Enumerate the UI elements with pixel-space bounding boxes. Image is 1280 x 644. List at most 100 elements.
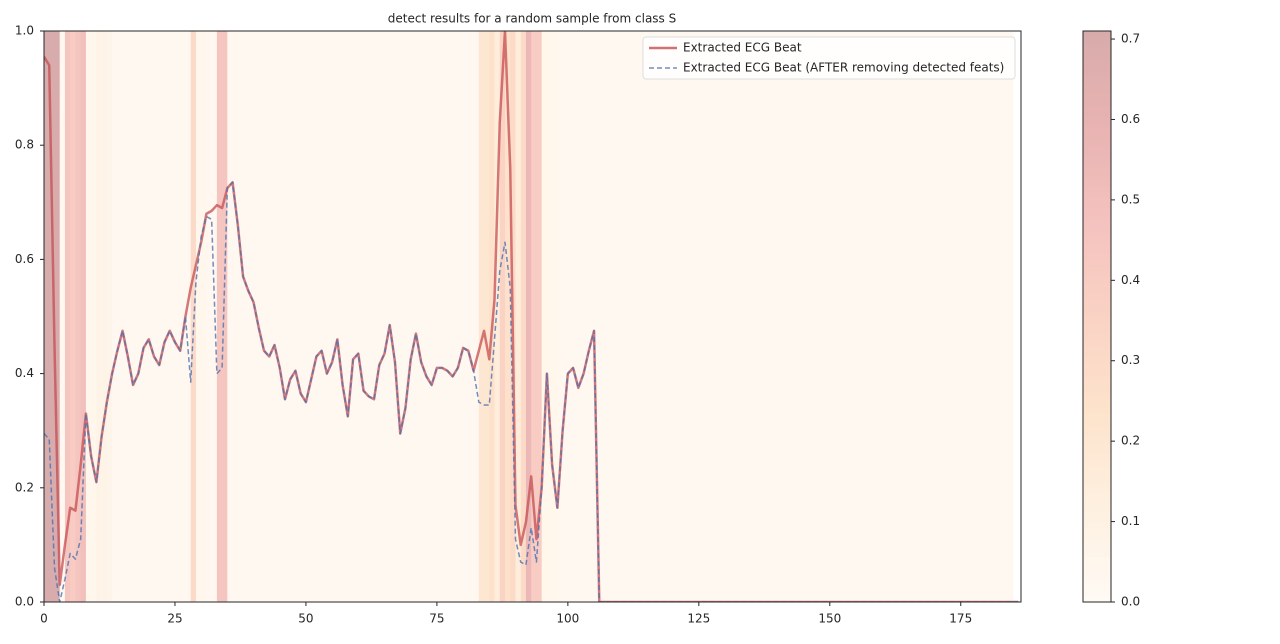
importance-band bbox=[814, 31, 820, 602]
importance-band bbox=[117, 31, 123, 602]
colorbar-tick-label: 0.7 bbox=[1121, 32, 1140, 46]
importance-band bbox=[311, 31, 317, 602]
importance-band bbox=[133, 31, 139, 602]
x-tick-label: 150 bbox=[818, 612, 841, 626]
colorbar-cell bbox=[1083, 230, 1111, 238]
colorbar-cell bbox=[1083, 247, 1111, 255]
importance-band bbox=[185, 31, 191, 602]
colorbar-cell bbox=[1083, 179, 1111, 186]
importance-band bbox=[981, 31, 988, 602]
importance-band bbox=[620, 31, 626, 602]
colorbar-cell bbox=[1083, 133, 1111, 140]
y-tick-label: 0.2 bbox=[15, 480, 34, 494]
y-tick-label: 0.0 bbox=[15, 595, 34, 609]
colorbar-cell bbox=[1083, 407, 1111, 415]
importance-band bbox=[693, 31, 700, 602]
importance-band bbox=[835, 31, 841, 602]
importance-band bbox=[363, 31, 370, 602]
importance-band bbox=[997, 31, 1003, 602]
importance-band bbox=[54, 31, 61, 602]
importance-band bbox=[80, 31, 87, 602]
importance-band bbox=[1002, 31, 1009, 602]
importance-band bbox=[761, 31, 768, 602]
importance-band bbox=[216, 31, 223, 602]
importance-band bbox=[358, 31, 364, 602]
colorbar-cell bbox=[1083, 356, 1111, 363]
colorbar-cell bbox=[1083, 208, 1111, 215]
importance-band bbox=[96, 31, 102, 602]
importance-band bbox=[201, 31, 207, 602]
importance-band bbox=[745, 31, 752, 602]
colorbar-cell bbox=[1083, 379, 1111, 386]
importance-band bbox=[714, 31, 721, 602]
importance-band bbox=[567, 31, 574, 602]
importance-band bbox=[520, 31, 527, 602]
importance-band bbox=[651, 31, 658, 602]
importance-band bbox=[725, 31, 731, 602]
colorbar-cell bbox=[1083, 527, 1111, 534]
colorbar-cell bbox=[1083, 419, 1111, 426]
importance-band bbox=[777, 31, 783, 602]
importance-band bbox=[342, 31, 349, 602]
importance-band bbox=[227, 31, 233, 602]
importance-band bbox=[698, 31, 705, 602]
colorbar-cell bbox=[1083, 213, 1111, 220]
importance-band bbox=[635, 31, 642, 602]
colorbar-cell bbox=[1083, 116, 1111, 123]
colorbar-cell bbox=[1083, 333, 1111, 340]
colorbar-cell bbox=[1083, 190, 1111, 198]
importance-band bbox=[468, 31, 474, 602]
y-tick-label: 0.4 bbox=[15, 366, 34, 380]
importance-band bbox=[426, 31, 432, 602]
importance-band bbox=[929, 31, 935, 602]
colorbar-cell bbox=[1083, 276, 1111, 283]
importance-band bbox=[321, 31, 328, 602]
importance-band bbox=[740, 31, 747, 602]
importance-band bbox=[279, 31, 286, 602]
colorbar-cell bbox=[1083, 567, 1111, 574]
importance-band bbox=[237, 31, 244, 602]
colorbar-cell bbox=[1083, 293, 1111, 300]
colorbar-cell bbox=[1083, 464, 1111, 472]
importance-band bbox=[431, 31, 438, 602]
importance-band bbox=[986, 31, 993, 602]
importance-band bbox=[368, 31, 375, 602]
importance-band bbox=[782, 31, 789, 602]
colorbar-cell bbox=[1083, 99, 1111, 106]
colorbar-cell bbox=[1083, 310, 1111, 317]
importance-band bbox=[106, 31, 113, 602]
importance-band bbox=[903, 31, 909, 602]
x-tick-label: 25 bbox=[167, 612, 182, 626]
colorbar-cell bbox=[1083, 36, 1111, 43]
importance-band bbox=[876, 31, 883, 602]
y-tick-label: 1.0 bbox=[15, 24, 34, 38]
importance-band bbox=[127, 31, 134, 602]
colorbar-cell bbox=[1083, 110, 1111, 118]
colorbar-cell bbox=[1083, 225, 1111, 232]
colorbar-cell bbox=[1083, 282, 1111, 289]
colorbar-cell bbox=[1083, 70, 1111, 78]
importance-band bbox=[154, 31, 160, 602]
importance-band bbox=[101, 31, 108, 602]
importance-band bbox=[798, 31, 804, 602]
importance-band bbox=[143, 31, 150, 602]
importance-band bbox=[971, 31, 977, 602]
importance-band bbox=[447, 31, 453, 602]
colorbar-cell bbox=[1083, 385, 1111, 392]
importance-band bbox=[138, 31, 144, 602]
importance-band bbox=[866, 31, 872, 602]
importance-band bbox=[924, 31, 930, 602]
colorbar-frame bbox=[1082, 30, 1112, 603]
colorbar-cell bbox=[1083, 362, 1111, 369]
importance-band bbox=[400, 31, 406, 602]
importance-band bbox=[85, 31, 92, 602]
importance-band bbox=[515, 31, 522, 602]
importance-band bbox=[656, 31, 663, 602]
importance-band bbox=[452, 31, 459, 602]
colorbar-cell bbox=[1083, 453, 1111, 460]
colorbar-cell bbox=[1083, 504, 1111, 512]
colorbar-cell bbox=[1083, 573, 1111, 580]
importance-band bbox=[939, 31, 946, 602]
colorbar-cell bbox=[1083, 31, 1111, 38]
